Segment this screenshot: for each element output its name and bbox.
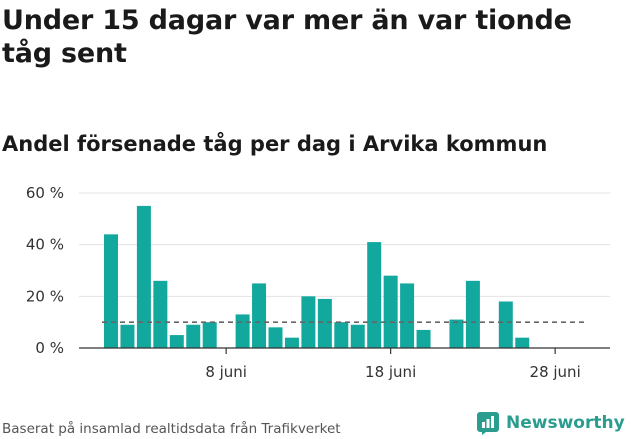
- bar: [317, 298, 332, 348]
- bar: [186, 324, 201, 348]
- bar: [104, 234, 118, 348]
- bar: [465, 280, 480, 348]
- bar-chart-icon: [477, 412, 499, 435]
- bar: [153, 280, 168, 348]
- bar: [202, 322, 217, 348]
- brand-logo-block: Newsworthy: [476, 409, 625, 437]
- x-tick-label: 18 juni: [365, 363, 416, 381]
- bar: [169, 335, 184, 348]
- bar: [235, 314, 250, 348]
- bar-chart: 0 % 20 % 40 % 60 % 8 juni 18 juni 28 juni: [26, 184, 610, 381]
- chart-title: Under 15 dagar var mer än var tionde tåg…: [2, 5, 572, 69]
- bar: [350, 324, 365, 348]
- brand-name: Newsworthy: [506, 413, 625, 433]
- x-tick-label: 28 juni: [530, 363, 581, 381]
- y-tick-label: 60 %: [26, 184, 64, 202]
- source-note: Baserat på insamlad realtidsdata från Tr…: [2, 421, 341, 437]
- bar: [416, 329, 431, 348]
- bar: [498, 301, 513, 348]
- bar: [334, 322, 349, 348]
- bar: [400, 283, 415, 348]
- y-tick-label: 20 %: [26, 287, 64, 305]
- chart-subtitle: Andel försenade tåg per dag i Arvika kom…: [2, 132, 548, 156]
- bar: [515, 337, 530, 348]
- x-tick-label: 8 juni: [205, 363, 247, 381]
- y-tick-label: 0 %: [35, 339, 64, 357]
- grid-layer: [79, 192, 610, 297]
- bar: [120, 324, 135, 348]
- bar: [136, 205, 151, 348]
- bar: [284, 337, 299, 348]
- bars-layer: [104, 205, 530, 348]
- axis-layer: 0 % 20 % 40 % 60 % 8 juni 18 juni 28 juni: [26, 184, 610, 381]
- bar: [301, 296, 316, 348]
- bar: [367, 242, 382, 348]
- bar: [252, 283, 267, 348]
- bar: [383, 275, 398, 348]
- bar: [449, 319, 464, 348]
- bar: [268, 327, 283, 348]
- y-tick-label: 40 %: [26, 236, 64, 254]
